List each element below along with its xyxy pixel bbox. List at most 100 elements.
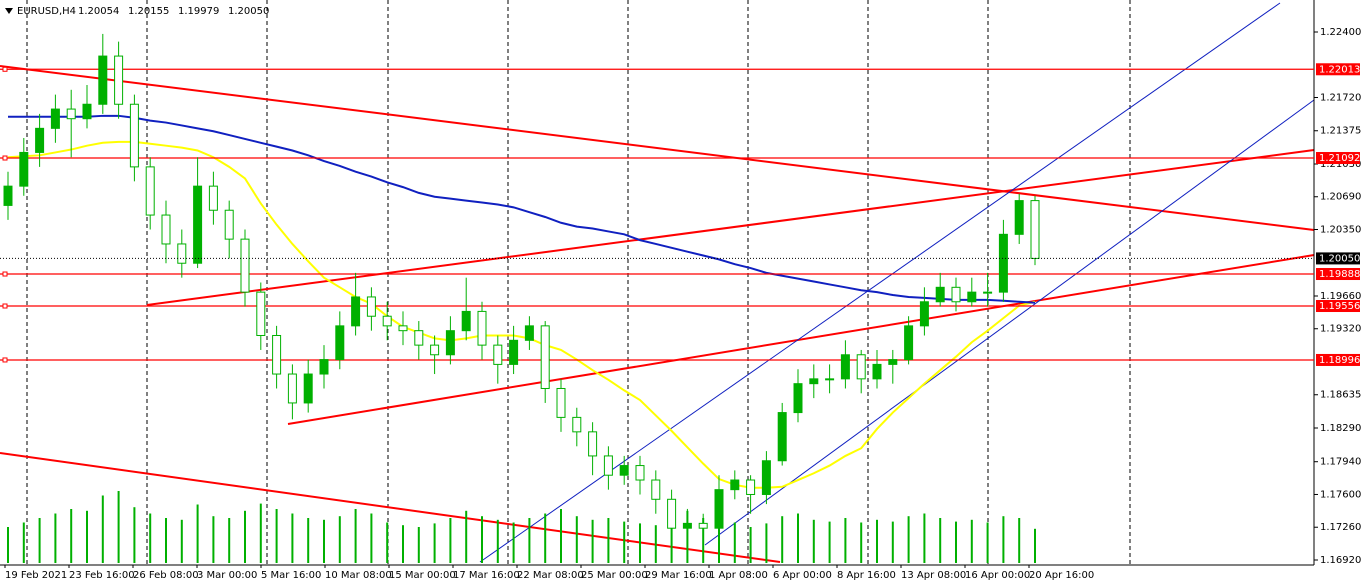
candle-body — [904, 325, 914, 361]
candle-body — [603, 455, 613, 476]
y-tick-label: 1.17940 — [1320, 457, 1361, 468]
level-label-box — [1316, 63, 1360, 76]
x-tick-label: 3 Mar 00:00 — [197, 570, 257, 581]
volume-bar — [860, 522, 863, 563]
volume-bar — [433, 523, 436, 563]
candle-body — [335, 325, 345, 361]
candle-body — [540, 325, 550, 389]
candle-body — [224, 209, 234, 240]
quote-value: 1.20155 — [128, 6, 169, 17]
volume-bar — [528, 518, 531, 563]
candle-body — [240, 238, 250, 293]
x-tick-label: 22 Mar 08:00 — [517, 570, 584, 581]
volume-bar — [844, 518, 847, 563]
volume-bar — [323, 519, 325, 563]
y-tick-label: 1.17600 — [1320, 489, 1361, 500]
x-tick-label: 25 Mar 00:00 — [581, 570, 648, 581]
volume-bar — [259, 503, 262, 563]
volume-bar — [560, 509, 562, 563]
candle-body — [761, 460, 771, 495]
volume-bar — [591, 519, 594, 563]
candle-body — [983, 291, 993, 294]
candle-body — [793, 383, 803, 414]
volume-bar — [812, 519, 815, 563]
current-price-box — [1316, 252, 1360, 265]
volume-bar — [654, 525, 657, 563]
candle-body — [998, 233, 1008, 293]
candle-body — [287, 373, 297, 404]
candle-body — [477, 310, 487, 346]
y-tick-label: 1.16920 — [1320, 555, 1361, 566]
candle-body — [50, 108, 60, 129]
candle-body — [872, 363, 882, 380]
x-tick-label: 26 Feb 08:00 — [133, 570, 199, 581]
volume-bar — [370, 513, 373, 563]
candle-body — [382, 315, 392, 327]
candle-body — [3, 185, 13, 206]
candle-body — [98, 55, 108, 105]
x-tick-label: 15 Mar 00:00 — [389, 570, 456, 581]
volume-bar — [465, 510, 468, 563]
candle-body — [556, 387, 566, 418]
level-label-box — [1316, 353, 1360, 366]
candle-body — [129, 103, 139, 168]
y-tick-label: 1.20350 — [1320, 225, 1361, 236]
volume-bar — [781, 516, 784, 563]
volume-bar — [907, 516, 910, 563]
y-tick-label: 1.17260 — [1320, 522, 1361, 533]
y-tick-label: 1.19660 — [1320, 291, 1361, 302]
volume-bar — [733, 522, 736, 563]
volume-bar — [623, 521, 626, 563]
candle-body — [398, 325, 408, 332]
x-tick-label: 19 Feb 2021 — [5, 570, 67, 581]
volume-bar — [86, 510, 88, 563]
candle-body — [193, 185, 203, 264]
volume-bar — [244, 510, 246, 563]
moving-average — [7, 140, 1036, 489]
volume-bar — [149, 513, 152, 563]
y-tick-label: 1.19320 — [1320, 324, 1361, 335]
volume-bar — [38, 518, 41, 563]
volume-bar — [417, 527, 420, 563]
volume-bar — [307, 518, 310, 563]
candle-body — [967, 291, 977, 303]
x-tick-label: 23 Feb 16:00 — [69, 570, 135, 581]
volume-bar — [212, 516, 215, 563]
candle-body — [430, 344, 440, 356]
candle-body — [951, 286, 961, 303]
candle-body — [35, 127, 45, 153]
candle-body — [825, 378, 835, 381]
volume-bar — [117, 491, 120, 563]
candle-body — [114, 55, 124, 105]
volume-bar — [101, 495, 104, 563]
volume-bar — [828, 521, 831, 563]
candle-body — [445, 330, 455, 356]
volume-bar — [544, 513, 547, 563]
volume-bar — [512, 522, 515, 563]
volume-bar — [955, 521, 957, 563]
volume-bar — [876, 519, 878, 563]
current-price-label: 1.20050 — [1319, 253, 1360, 264]
volume-bar — [765, 523, 768, 563]
volume-bar — [797, 513, 799, 563]
candle-body — [935, 286, 945, 303]
trend-lines — [0, 2, 1315, 563]
volume-bar — [449, 518, 452, 563]
candle-body — [919, 301, 929, 327]
volume-bar — [54, 513, 57, 563]
x-tick-label: 29 Mar 16:00 — [645, 570, 712, 581]
candle-body — [1014, 200, 1024, 235]
volume-bar — [481, 516, 483, 563]
candle-body — [856, 354, 866, 380]
level-marker — [2, 303, 8, 309]
candle-body — [524, 325, 534, 341]
candle-body — [682, 522, 692, 529]
volume-bar — [386, 522, 389, 563]
level-label: 1.21092 — [1319, 153, 1360, 164]
volume-bar — [496, 519, 499, 563]
candle-body — [82, 103, 92, 120]
volume-bar — [180, 519, 183, 563]
volume-bar — [1002, 516, 1005, 563]
candle-body — [777, 412, 787, 462]
